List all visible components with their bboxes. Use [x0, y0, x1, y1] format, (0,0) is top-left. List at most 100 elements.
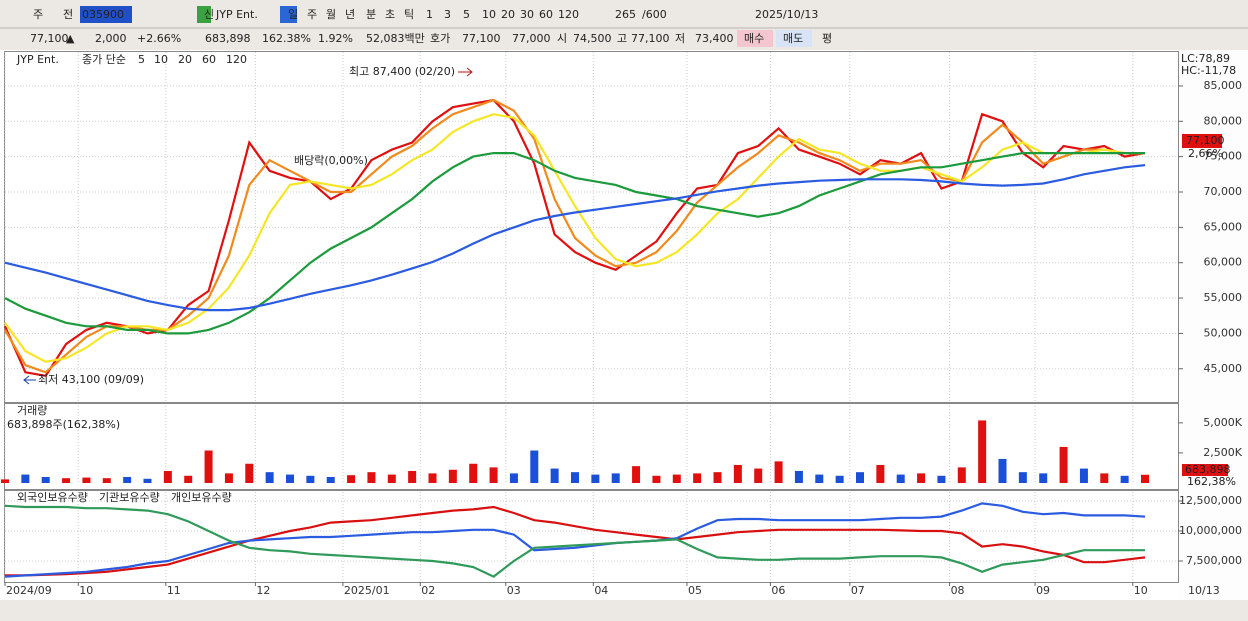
series-line — [4, 164, 1146, 312]
volume-bar — [978, 420, 987, 483]
volume-bar — [530, 450, 539, 483]
volume-bar — [286, 474, 294, 483]
toolbar-item[interactable]: 주 — [307, 8, 317, 21]
toolbar-item[interactable]: 년 — [345, 8, 355, 21]
y-tick-label: 2,500K — [1203, 446, 1242, 459]
volume-bar — [489, 467, 498, 483]
annotation-dividend: 배당락(0,00%) — [294, 154, 368, 167]
volume-bar — [143, 478, 152, 483]
volume-bar — [957, 467, 966, 483]
toolbar-item[interactable]: 10 — [482, 8, 496, 21]
series-line — [4, 502, 1146, 578]
statusbar — [0, 600, 1248, 621]
volume-bar — [1, 479, 9, 483]
volume-bar — [1039, 473, 1048, 483]
toolbar-item[interactable]: 틱 — [404, 8, 414, 21]
quote-volume-ratio: 162.38% — [262, 32, 311, 45]
x-axis-end: 10/13 — [1188, 584, 1220, 597]
volume-bar — [163, 470, 172, 483]
toolbar-item[interactable]: 일 — [288, 7, 298, 21]
volume-bar — [1120, 475, 1129, 483]
volume-bar — [102, 478, 111, 483]
toolbar-item[interactable]: /600 — [642, 8, 667, 21]
buy-button[interactable] — [737, 30, 773, 47]
volume-bar — [917, 473, 926, 483]
quote-open-label: 시 — [557, 32, 567, 45]
volume-bar — [937, 475, 946, 483]
legend-entry: 5 — [138, 53, 145, 66]
legend-entry: 20 — [178, 53, 192, 66]
toolbar-item[interactable]: 2025/10/13 — [755, 8, 818, 21]
legend-entry: 60 — [202, 53, 216, 66]
quote-rate: +2.66% — [137, 32, 181, 45]
toolbar-item[interactable]: 1 — [426, 8, 433, 21]
toolbar-item[interactable]: 월 — [326, 8, 336, 21]
toolbar-item[interactable]: 분 — [366, 8, 376, 21]
chart-title: JYP Ent. — [16, 53, 59, 66]
toolbar-item[interactable]: 주 — [33, 8, 43, 21]
volume-bar — [204, 450, 213, 483]
volume-bar — [367, 472, 376, 483]
x-tick-label: 05 — [688, 584, 702, 597]
toolbar-item[interactable]: 60 — [539, 8, 553, 21]
annotation-arrow — [23, 375, 36, 385]
quote-low: 73,400 — [695, 32, 734, 45]
x-tick-label: 10 — [79, 584, 93, 597]
volume-bar — [41, 476, 50, 483]
last-price-box — [1182, 134, 1222, 148]
quote-ask-label: 호가 — [430, 32, 450, 45]
toolbar-item[interactable]: 120 — [558, 8, 579, 21]
volume-bar — [245, 463, 254, 483]
series-line — [4, 152, 1145, 335]
volume-bar — [1018, 472, 1027, 483]
toolbar-item[interactable]: 초 — [385, 8, 395, 21]
toolbar-item[interactable]: 5 — [463, 8, 470, 21]
annotation-high: 최고 87,400 (02/20) — [349, 65, 455, 78]
x-tick-label: 08 — [951, 584, 965, 597]
volume-bar — [326, 476, 335, 483]
legend-entry: 120 — [226, 53, 247, 66]
quote-amount: 52,083백만 — [366, 32, 425, 45]
volume-bar — [632, 466, 641, 483]
volume-bar — [82, 477, 91, 483]
x-tick-label: 09 — [1036, 584, 1050, 597]
quote-high: 77,100 — [631, 32, 670, 45]
quote-bid: 77,000 — [512, 32, 551, 45]
volume-bar — [1059, 446, 1068, 483]
toolbar-item[interactable]: 30 — [520, 8, 534, 21]
x-tick-label: 06 — [771, 584, 785, 597]
panel-title: 거래량 — [17, 404, 47, 417]
daily-button[interactable] — [280, 6, 297, 23]
x-tick-label: 03 — [507, 584, 521, 597]
volume-bar — [1100, 473, 1109, 483]
volume-bar — [774, 461, 783, 483]
toolbar-item[interactable]: 3 — [444, 8, 451, 21]
volume-bar — [794, 470, 803, 483]
volume-bar — [265, 472, 274, 483]
toolbar-item[interactable]: JYP Ent. — [215, 8, 258, 21]
y-tick-label: 50,000 — [1204, 326, 1243, 339]
toolbar-item[interactable]: 전 — [63, 8, 73, 21]
toolbar-item[interactable]: 035900 — [82, 8, 124, 21]
volume-bar — [387, 474, 396, 483]
volume-bar — [21, 474, 30, 483]
volume-bar — [998, 458, 1007, 483]
x-tick-label: 07 — [851, 584, 865, 597]
volume-bar — [408, 470, 417, 483]
x-tick-label: 2024/09 — [6, 584, 52, 597]
volume-bar — [591, 474, 600, 483]
toolbar-item[interactable]: 20 — [501, 8, 515, 21]
indicator-lc: LC:78,89 — [1181, 52, 1230, 65]
code-field[interactable] — [80, 6, 132, 23]
y-tick-label: 7,500,000 — [1186, 554, 1242, 567]
annotation-low: 최저 43,100 (09/09) — [38, 373, 144, 386]
toolbar-item[interactable]: 265 — [615, 8, 636, 21]
toolbar-item[interactable]: 신 — [204, 8, 214, 21]
x-tick-label: 2025/01 — [344, 584, 390, 597]
volume-bar — [733, 464, 742, 483]
axis-bg — [1178, 50, 1248, 600]
sell-button[interactable] — [776, 30, 812, 47]
volume-bar — [509, 473, 518, 483]
x-tick-label: 12 — [256, 584, 270, 597]
volume-bar — [347, 475, 356, 483]
